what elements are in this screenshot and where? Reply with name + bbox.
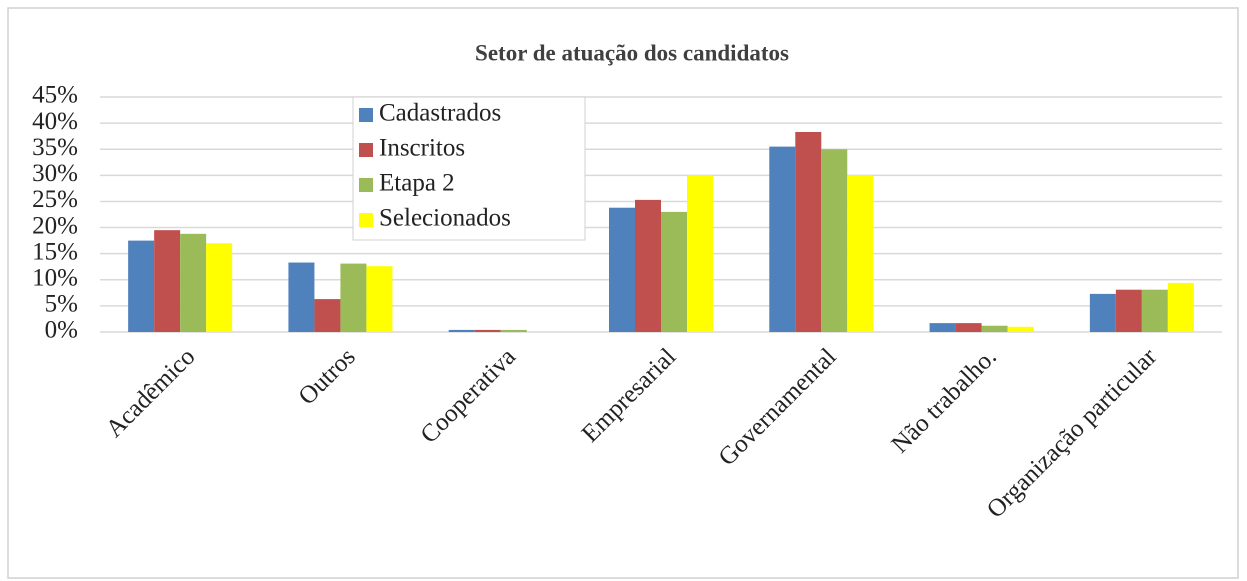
bar <box>180 233 207 332</box>
bar <box>448 329 475 332</box>
legend-label: Etapa 2 <box>379 170 455 197</box>
bar <box>366 266 393 332</box>
bar <box>687 175 713 332</box>
y-tick-label: 20% <box>32 212 78 239</box>
bar <box>609 207 635 332</box>
bar <box>288 262 315 332</box>
legend-label: Inscritos <box>379 135 465 162</box>
legend-swatch <box>359 178 373 192</box>
bar <box>955 323 982 332</box>
legend-swatch <box>359 213 373 227</box>
legend-label: Selecionados <box>379 205 511 232</box>
bar <box>1007 326 1034 332</box>
bar <box>821 149 848 332</box>
bar <box>1141 289 1168 332</box>
bar <box>769 146 796 332</box>
legend-swatch <box>359 143 373 157</box>
chart-title: Setor de atuação dos candidatos <box>475 40 789 65</box>
bar <box>981 325 1008 332</box>
legend-swatch <box>359 108 373 122</box>
y-tick-label: 35% <box>32 134 78 161</box>
y-tick-label: 40% <box>32 108 78 135</box>
bar <box>500 329 527 332</box>
bar <box>661 211 687 332</box>
y-tick-label: 5% <box>45 291 78 318</box>
bar <box>474 329 501 332</box>
bar <box>340 263 367 332</box>
bar <box>929 323 956 332</box>
bar <box>1167 282 1194 332</box>
y-tick-label: 10% <box>32 265 78 292</box>
y-tick-label: 45% <box>32 82 78 109</box>
bar <box>154 230 181 332</box>
y-tick-label: 15% <box>32 238 78 265</box>
bar <box>635 199 661 332</box>
bar <box>314 299 341 332</box>
y-tick-label: 25% <box>32 186 78 213</box>
legend-box <box>352 96 586 241</box>
bar <box>1115 289 1142 332</box>
bar <box>206 243 233 332</box>
bar <box>128 240 155 332</box>
bar <box>795 131 822 332</box>
legend-label: Cadastrados <box>379 100 501 127</box>
y-tick-label: 0% <box>45 317 78 344</box>
bar <box>1089 293 1116 332</box>
y-tick-label: 30% <box>32 160 78 187</box>
bar <box>847 175 874 332</box>
